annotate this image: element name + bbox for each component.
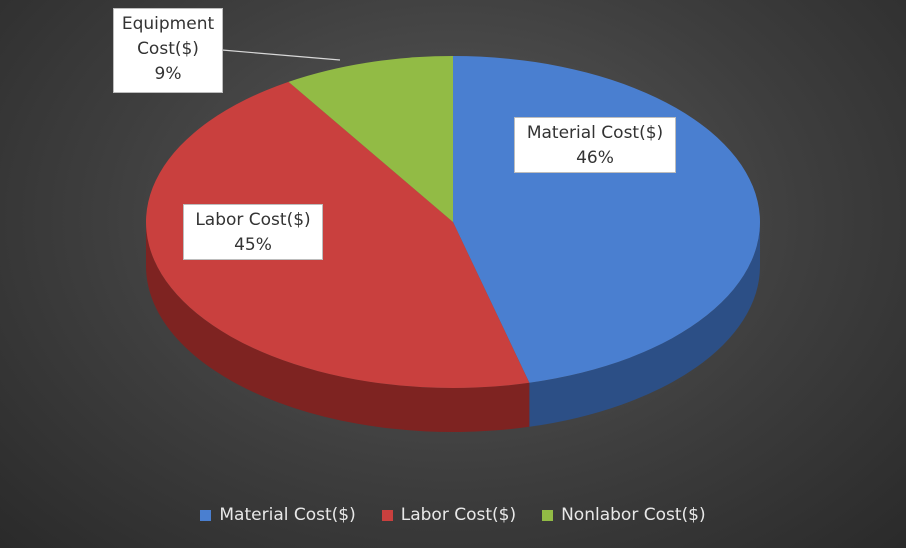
pie-sides [146, 222, 760, 432]
data-label-material-name: Material Cost($) [526, 123, 664, 143]
data-label-labor: Labor Cost($) 45% [183, 204, 323, 260]
data-label-equipment-name-2: Cost($) [137, 39, 199, 59]
legend-label-material: Material Cost($) [219, 505, 356, 525]
pie-slice-nonlabor-cost [288, 56, 453, 222]
data-label-equipment-name-1: Equipment [121, 14, 215, 34]
legend-swatch-labor [381, 509, 393, 521]
legend-label-labor: Labor Cost($) [400, 505, 517, 525]
pie-slice-labor-cost [146, 81, 530, 388]
legend-label-nonlabor: Nonlabor Cost($) [561, 505, 706, 525]
legend-item-material: Material Cost($) [200, 505, 356, 525]
data-label-equipment: Equipment Cost($) 9% [113, 8, 223, 93]
pie-side-labor-cost [146, 222, 530, 432]
legend-item-nonlabor: Nonlabor Cost($) [542, 505, 706, 525]
data-label-labor-name: Labor Cost($) [195, 210, 311, 230]
data-label-labor-percent: 45% [234, 235, 272, 255]
leader-line [221, 49, 341, 61]
legend-swatch-nonlabor [542, 509, 554, 521]
pie-side-material-cost [529, 222, 760, 427]
legend-swatch-material [200, 509, 212, 521]
legend-item-labor: Labor Cost($) [381, 505, 517, 525]
data-label-equipment-percent: 9% [154, 64, 182, 84]
data-label-material-percent: 46% [576, 148, 614, 168]
data-label-material: Material Cost($) 46% [514, 117, 676, 173]
legend: Material Cost($) Labor Cost($) Nonlabor … [0, 499, 906, 531]
